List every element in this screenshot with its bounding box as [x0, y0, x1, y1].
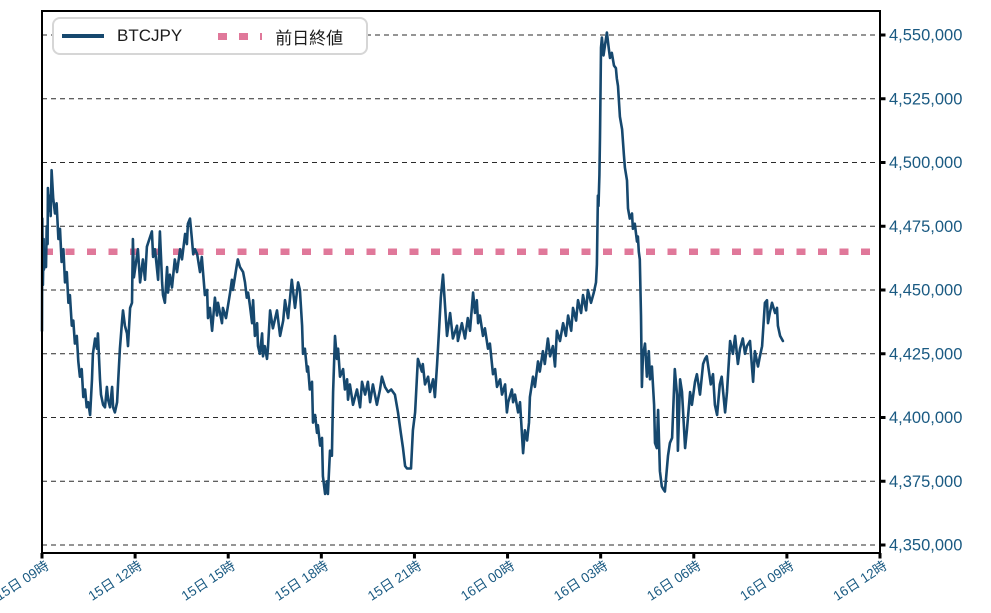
- y-tick-label: 4,550,000: [889, 27, 962, 45]
- x-axis-labels: 15日 09時 15日 12時 15日 15時 15日 18時 15日 21時 16日 0…: [0, 558, 890, 604]
- axis-ticks: [40, 33, 886, 559]
- x-tick-label: 16日 09時: [737, 558, 797, 604]
- x-tick-label: 15日 12時: [86, 558, 146, 604]
- legend: BTCJPY 前日終値: [52, 17, 368, 55]
- y-tick-label: 4,375,000: [889, 473, 962, 491]
- x-tick-label: 16日 06時: [644, 558, 704, 604]
- x-tick-label: 15日 21時: [365, 558, 425, 604]
- x-tick-label: 16日 03時: [551, 558, 611, 604]
- y-tick-label: 4,525,000: [889, 90, 962, 108]
- y-tick-label: 4,425,000: [889, 345, 962, 363]
- x-tick-label: 15日 09時: [0, 558, 52, 604]
- x-tick-label: 15日 18時: [272, 558, 332, 604]
- price-series-line: [40, 31, 785, 496]
- y-tick-label: 4,475,000: [889, 218, 962, 236]
- y-tick-label: 4,400,000: [889, 409, 962, 427]
- x-tick-label: 15日 15時: [179, 558, 239, 604]
- legend-label-btcjpy: BTCJPY: [117, 26, 183, 45]
- x-tick-label: 16日 00時: [458, 558, 518, 604]
- x-tick-label: 16日 12時: [830, 558, 890, 604]
- y-axis-labels: 4,550,000 4,525,000 4,500,000 4,475,000 4,45…: [889, 27, 962, 555]
- btcjpy-line-swatch: [62, 34, 104, 38]
- gridlines: [42, 34, 880, 546]
- y-tick-label: 4,450,000: [889, 282, 962, 300]
- y-tick-label: 4,500,000: [889, 154, 962, 172]
- y-tick-label: 4,350,000: [889, 537, 962, 555]
- legend-label-prev-close: 前日終値: [275, 28, 344, 48]
- prev-close-dotted-swatch: [218, 32, 263, 40]
- plot-border: [41, 10, 881, 554]
